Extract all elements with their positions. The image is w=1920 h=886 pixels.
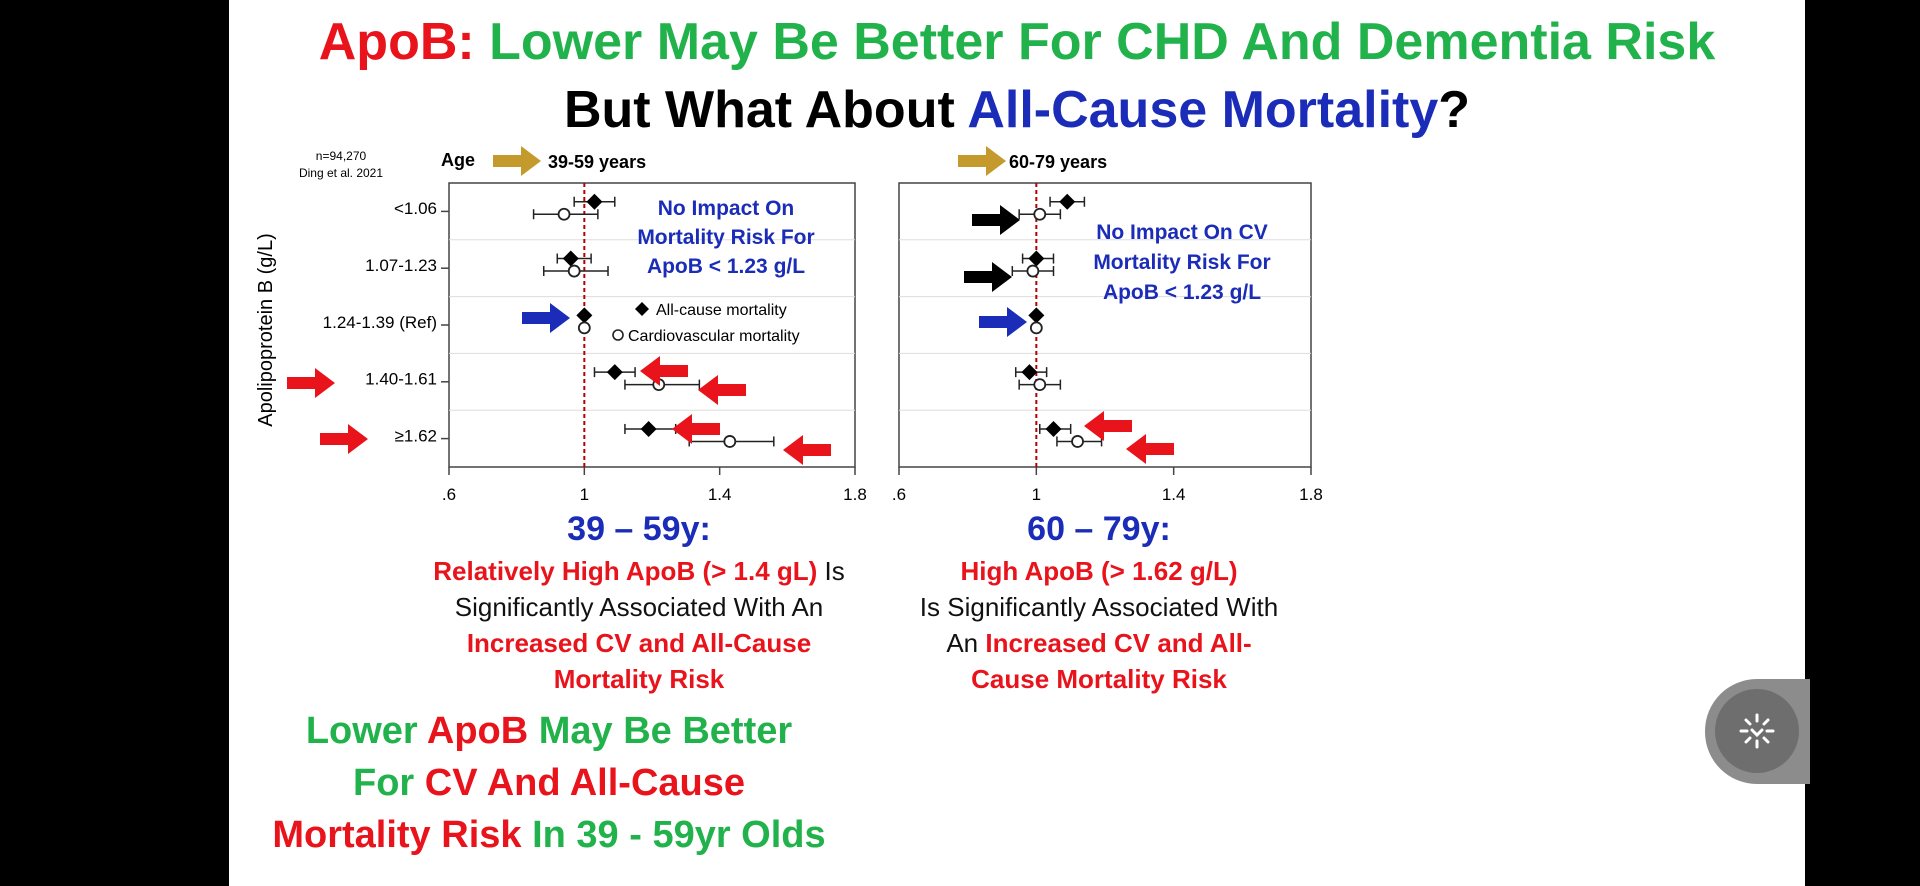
point-cv (723, 435, 737, 448)
x-tick-label: 1 (1032, 485, 1041, 504)
row-label: 1.40-1.61 (365, 370, 437, 389)
chart-marks: .6 1 1.4 1.8 .6 1 1.4 1.8 <1.06 1.07-1.23 1.24-1.3… (255, 146, 1323, 504)
sparkle-download-icon[interactable] (1715, 689, 1799, 773)
x-tick-label: 1.8 (843, 485, 867, 504)
point-cv (1033, 207, 1047, 221)
legend-allcause: All-cause mortality (656, 302, 787, 319)
black-arrow-row2 (964, 262, 1012, 292)
caption-left: Relatively High ApoB (> 1.4 gL) Is Signi… (329, 553, 949, 697)
row-label: 1.07-1.23 (365, 256, 437, 275)
annotation-right-line: Mortality Risk For (1093, 251, 1270, 274)
panel-title-right: 60-79 years (1009, 152, 1107, 172)
point-allcause (1045, 420, 1062, 437)
row-label: ≥1.62 (395, 426, 437, 445)
caption-right-l3a: An (946, 628, 986, 658)
y-axis-label: Apolipoprotein B (g/L) (255, 233, 277, 426)
blue-arrow-right (979, 307, 1027, 337)
annotation-right-line: No Impact On CV (1096, 221, 1268, 244)
age-arrow-right (958, 146, 1006, 176)
caption-left-l1b: Is (817, 556, 845, 586)
annotation-right-line: ApoB < 1.23 g/L (1103, 281, 1261, 304)
point-allcause (1059, 193, 1076, 210)
caption-right-l3b: Increased CV and All- (985, 628, 1252, 658)
bottom-l3b: In 39 - 59yr Olds (521, 814, 826, 856)
bottom-conclusion: Lower ApoB May Be Better For CV And All-… (229, 705, 869, 861)
red-arrow-allcause-4 (640, 356, 688, 386)
caption-right-l1: High ApoB (> 1.62 g/L) (960, 556, 1238, 586)
title-question: ? (1438, 81, 1471, 139)
bottom-l3a: Mortality Risk (272, 814, 522, 856)
point-allcause (640, 420, 657, 437)
row-label: 1.24-1.39 (Ref) (323, 313, 437, 332)
caption-left-l4: Mortality Risk (553, 664, 725, 694)
floating-action-button[interactable] (1705, 679, 1810, 784)
legend-circle (612, 329, 624, 341)
panel-title-left: 39-59 years (548, 152, 646, 172)
plot-frame-0 (448, 182, 856, 468)
red-arrow-right-cv-5 (1126, 434, 1174, 464)
x-tick-label: .6 (442, 485, 456, 504)
red-arrow-right-allcause-5 (1084, 411, 1132, 441)
row-label: <1.06 (394, 199, 437, 218)
title-apob: ApoB: (318, 13, 475, 71)
annotation-left-line: Mortality Risk For (637, 226, 814, 249)
x-tick-label: 1.4 (1162, 485, 1186, 504)
point-allcause (606, 364, 623, 381)
age-arrow-left (493, 146, 541, 176)
point-allcause (1021, 364, 1038, 381)
bottom-l2a: For (353, 762, 425, 804)
red-arrow-allcause-5 (672, 414, 720, 444)
caption-right: High ApoB (> 1.62 g/L) Is Significantly … (829, 553, 1369, 697)
caption-right-head: 60 – 79y: (1027, 510, 1171, 548)
title-but-what: But What About (563, 81, 955, 139)
annotation-left-line: ApoB < 1.23 g/L (647, 255, 805, 278)
point-allcause (562, 250, 579, 267)
point-cv (577, 321, 591, 335)
caption-left-head: 39 – 59y: (567, 510, 711, 548)
slide: ApoB: Lower May Be Better For CHD And De… (229, 0, 1805, 886)
point-cv (557, 207, 571, 221)
legend-diamond (635, 302, 649, 316)
age-label: Age (441, 150, 475, 170)
legend-cv: Cardiovascular mortality (628, 328, 800, 345)
point-cv (567, 264, 581, 278)
point-allcause (586, 193, 603, 210)
forest-plot: .6 1 1.4 1.8 .6 1 1.4 1.8 <1.06 1.07-1.23 1.24-1.3… (255, 146, 1323, 504)
point-cv (1033, 378, 1047, 392)
x-tick-label: 1 (580, 485, 589, 504)
title-lower: Lower May Be Better For CHD And Dementia… (489, 13, 1716, 71)
caption-right-l4: Cause Mortality Risk (971, 664, 1227, 694)
caption-left-l3: Increased CV and All-Cause (466, 628, 812, 658)
red-arrow-row5 (320, 424, 368, 454)
study-ref: Ding et al. 2021 (299, 166, 383, 180)
point-allcause (576, 307, 593, 324)
black-arrow-row1 (972, 205, 1020, 235)
bottom-l1b: ApoB (426, 710, 529, 752)
annotation-left-line: No Impact On (658, 197, 795, 220)
title-all-cause: All-Cause Mortality (967, 81, 1439, 139)
red-arrow-cv-4 (698, 375, 746, 405)
title-line-1: ApoB: Lower May Be Better For CHD And De… (229, 10, 1805, 74)
study-n: n=94,270 (316, 149, 367, 163)
point-cv (1026, 264, 1040, 278)
bottom-l2b: CV And All-Cause (424, 762, 745, 804)
x-tick-label: .6 (892, 485, 906, 504)
bottom-l1a: Lower (305, 710, 427, 752)
caption-left-l2: Significantly Associated With An (454, 592, 824, 622)
x-tick-label: 1.4 (708, 485, 732, 504)
caption-left-l1: Relatively High ApoB (> 1.4 gL) (433, 556, 818, 586)
plot-frame-1 (898, 182, 1312, 468)
point-allcause (1028, 307, 1045, 324)
point-cv (1029, 321, 1043, 335)
caption-right-l2: Is Significantly Associated With (919, 592, 1279, 622)
point-allcause (1028, 250, 1045, 267)
x-tick-label: 1.8 (1299, 485, 1323, 504)
blue-arrow-left (522, 303, 570, 333)
red-arrow-row4 (287, 368, 335, 398)
bottom-l1c: May Be Better (528, 710, 793, 752)
point-cv (1071, 435, 1084, 448)
title-line-2: But What About All-Cause Mortality? (229, 78, 1805, 142)
red-arrow-cv-5 (783, 435, 831, 465)
